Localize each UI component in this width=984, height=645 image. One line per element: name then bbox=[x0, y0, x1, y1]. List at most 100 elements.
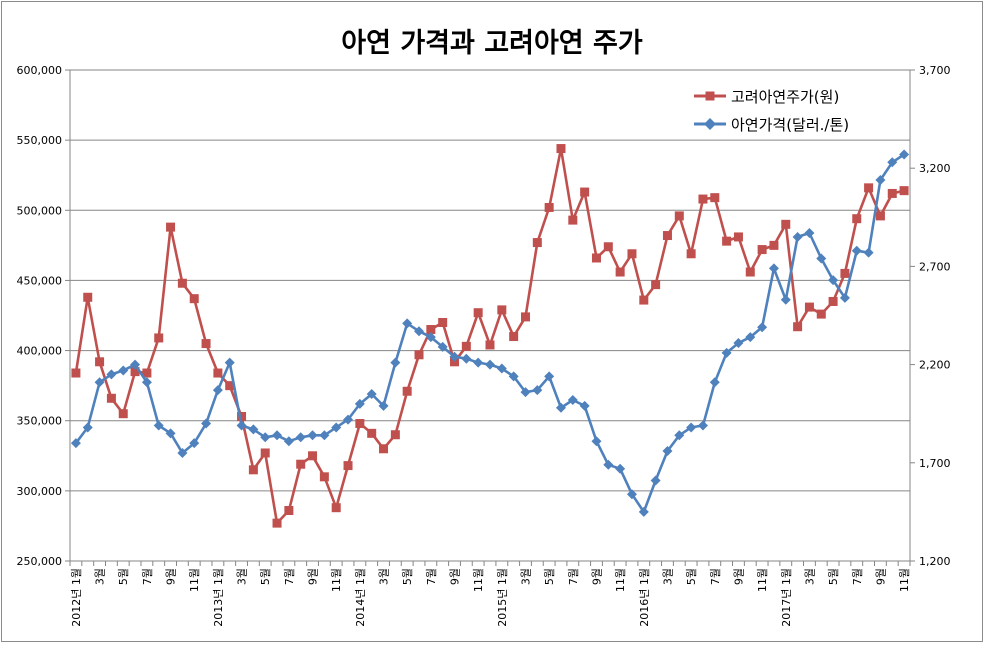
x-tick-label: 5월 bbox=[401, 568, 414, 585]
x-tick-label: 2013년 1월 bbox=[212, 568, 225, 627]
x-tick-label: 5월 bbox=[543, 568, 556, 585]
stock-price-point bbox=[450, 357, 460, 367]
x-tick-label: 9월 bbox=[874, 568, 887, 585]
zinc-price-point bbox=[662, 446, 673, 457]
stock-price-point bbox=[473, 308, 483, 318]
zinc-price-point bbox=[485, 359, 495, 370]
stock-price-point bbox=[793, 322, 803, 332]
series-zinc-price bbox=[70, 149, 910, 517]
stock-price-point bbox=[828, 296, 838, 306]
zinc-price-point bbox=[295, 432, 306, 443]
stock-price-point bbox=[852, 214, 862, 224]
y-right-tick-label: 3,700 bbox=[919, 64, 951, 77]
legend-label-zinc: 아연가격(달러./톤) bbox=[731, 116, 849, 134]
zinc-price-point bbox=[638, 506, 649, 517]
x-tick-label: 2015년 1월 bbox=[496, 568, 509, 627]
x-tick-label: 11월 bbox=[330, 568, 343, 592]
zinc-price-point bbox=[331, 422, 342, 433]
zinc-price-point bbox=[118, 365, 129, 376]
stock-price-point bbox=[296, 459, 306, 469]
stock-price-point bbox=[509, 332, 519, 342]
stock-price-point bbox=[674, 211, 684, 221]
stock-price-point bbox=[686, 249, 696, 259]
stock-price-point bbox=[532, 238, 542, 248]
stock-price-point bbox=[722, 236, 732, 246]
zinc-price-point bbox=[402, 318, 413, 329]
stock-price-point bbox=[887, 188, 897, 198]
zinc-price-point bbox=[260, 432, 271, 443]
zinc-price-point bbox=[165, 428, 176, 439]
zinc-price-point bbox=[496, 363, 507, 374]
zinc-price-point bbox=[425, 332, 436, 343]
stock-price-point bbox=[816, 309, 826, 319]
stock-price-point bbox=[733, 232, 743, 242]
stock-price-point bbox=[106, 393, 116, 403]
y-left-tick-label: 350,000 bbox=[17, 415, 63, 428]
stock-price-point bbox=[662, 231, 672, 241]
stock-price-point bbox=[95, 357, 105, 367]
x-tick-label: 11월 bbox=[472, 568, 485, 592]
zinc-price-point bbox=[816, 253, 827, 264]
zinc-price-point bbox=[94, 377, 105, 388]
stock-price-point bbox=[154, 333, 164, 343]
zinc-price-point bbox=[283, 436, 294, 447]
y-left-tick-label: 300,000 bbox=[17, 485, 63, 498]
zinc-price-point bbox=[899, 149, 910, 160]
stock-price-point bbox=[781, 219, 791, 229]
zinc-price-line bbox=[74, 153, 905, 514]
stock-price-point bbox=[899, 186, 909, 196]
x-axis-ticks: 2012년 1월 3월 5월 7월 9월 11월 2013년 1월 3월 5월 7월 9월 11월 20… bbox=[69, 561, 911, 627]
zinc-price-point bbox=[141, 377, 152, 388]
zinc-price-point bbox=[189, 438, 200, 449]
stock-price-point bbox=[568, 215, 578, 225]
zinc-price-point bbox=[366, 389, 377, 400]
x-tick-label: 7월 bbox=[283, 568, 296, 585]
zinc-price-point bbox=[733, 337, 744, 348]
x-tick-label: 5월 bbox=[827, 568, 840, 585]
stock-price-point bbox=[603, 242, 613, 252]
stock-price-point bbox=[544, 202, 554, 212]
stock-price-point bbox=[580, 187, 590, 197]
zinc-price-point bbox=[414, 326, 425, 337]
zinc-price-point bbox=[437, 341, 448, 352]
stock-price-point bbox=[864, 183, 874, 193]
stock-price-point bbox=[213, 368, 223, 378]
y-axis-left-ticks: 250,000 300,000 350,000 400,000 450,000 500,0… bbox=[17, 64, 70, 568]
stock-price-point bbox=[875, 211, 885, 221]
stock-price-point bbox=[71, 368, 81, 378]
zinc-price-point bbox=[603, 459, 614, 470]
x-tick-label: 3월 bbox=[94, 568, 107, 585]
zinc-price-point bbox=[177, 447, 188, 458]
x-tick-label: 3월 bbox=[803, 568, 816, 585]
x-tick-label: 9월 bbox=[165, 568, 178, 585]
y-right-tick-label: 2,700 bbox=[919, 260, 951, 273]
y-right-tick-label: 1,700 bbox=[919, 457, 951, 470]
stock-price-point bbox=[627, 249, 637, 259]
zinc-price-point bbox=[804, 228, 815, 239]
y-axis-right-ticks: 1,200 1,700 2,200 2,700 3,200 3,700 bbox=[910, 64, 951, 568]
zinc-price-point bbox=[130, 359, 141, 370]
stock-price-point bbox=[556, 144, 566, 154]
zinc-price-point bbox=[567, 394, 578, 405]
y-right-tick-label: 1,200 bbox=[919, 555, 951, 568]
stock-price-point bbox=[379, 444, 389, 454]
zinc-price-point bbox=[508, 371, 519, 382]
zinc-price-point bbox=[319, 430, 330, 441]
stock-price-point bbox=[414, 350, 424, 360]
stock-price-point bbox=[426, 325, 436, 335]
zinc-price-point bbox=[544, 371, 555, 382]
y-left-tick-label: 500,000 bbox=[17, 204, 63, 217]
stock-price-point bbox=[83, 292, 93, 302]
stock-price-point bbox=[355, 419, 365, 429]
zinc-price-point bbox=[153, 420, 164, 431]
stock-price-point bbox=[260, 448, 270, 458]
stock-price-point bbox=[130, 367, 140, 377]
stock-price-point bbox=[284, 505, 294, 515]
zinc-price-point bbox=[875, 174, 886, 185]
y-right-tick-label: 3,200 bbox=[919, 162, 951, 175]
stock-price-point bbox=[615, 267, 625, 277]
stock-price-point bbox=[331, 503, 341, 513]
stock-price-point bbox=[308, 451, 318, 461]
zinc-price-point bbox=[201, 418, 212, 429]
x-tick-label: 3월 bbox=[236, 568, 249, 585]
